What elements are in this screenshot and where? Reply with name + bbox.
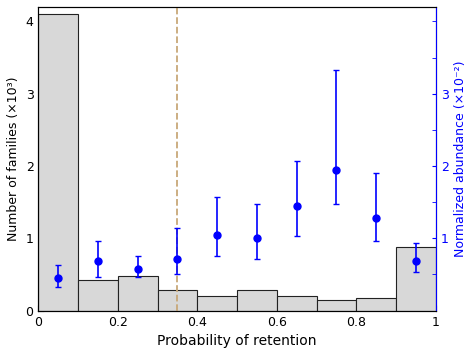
Bar [38, 14, 78, 311]
Bar [317, 300, 356, 311]
Bar [396, 247, 436, 311]
Y-axis label: Number of families (×10³): Number of families (×10³) [7, 77, 20, 241]
X-axis label: Probability of retention: Probability of retention [157, 334, 317, 348]
Bar [277, 296, 317, 311]
Bar [157, 290, 197, 311]
Bar [356, 297, 396, 311]
Bar [78, 280, 118, 311]
Bar [197, 296, 237, 311]
Bar [118, 276, 157, 311]
Y-axis label: Normalized abundance (×10⁻²): Normalized abundance (×10⁻²) [454, 61, 467, 257]
Bar [237, 290, 277, 311]
